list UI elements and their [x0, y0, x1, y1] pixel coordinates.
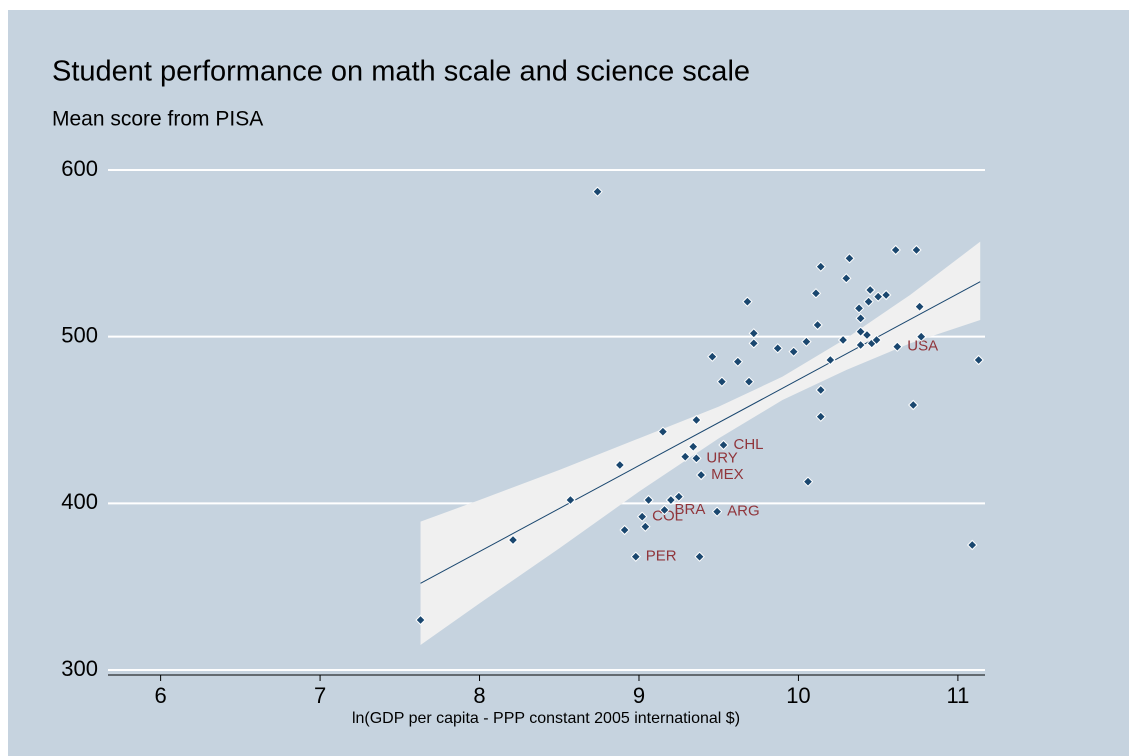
- data-point: [815, 261, 826, 272]
- data-point: [825, 354, 836, 366]
- data-point: [680, 451, 691, 462]
- point-label: ARG: [727, 503, 760, 520]
- data-point: [742, 296, 753, 307]
- data-point: [967, 539, 978, 551]
- data-point: [812, 319, 823, 331]
- data-point: [914, 301, 925, 312]
- data-point: [880, 289, 892, 301]
- data-point: [863, 296, 874, 307]
- x-axis-label: ln(GDP per capita - PPP constant 2005 in…: [352, 710, 740, 727]
- point-label: URY: [706, 449, 737, 466]
- data-point: [691, 414, 702, 426]
- data-point: [640, 521, 651, 532]
- data-point: [592, 186, 603, 197]
- data-point: [665, 494, 677, 506]
- data-point: [837, 334, 849, 346]
- data-point: [565, 494, 576, 506]
- data-point: [841, 273, 852, 284]
- data-point: [815, 411, 826, 422]
- data-point: [861, 329, 873, 341]
- data-point: [743, 376, 755, 387]
- data-point: [687, 441, 699, 452]
- data-point: [890, 244, 901, 256]
- data-point: [855, 339, 866, 351]
- data-point: [772, 343, 783, 354]
- data-point: [801, 336, 812, 347]
- data-point: [630, 551, 642, 562]
- data-point: [853, 303, 865, 314]
- data-point: [844, 253, 855, 264]
- data-point: [657, 426, 669, 437]
- data-point: [871, 334, 882, 346]
- confidence-band: [420, 241, 981, 645]
- data-point: [636, 511, 648, 522]
- x-tick-label: 10: [786, 683, 810, 708]
- data-point: [673, 491, 685, 502]
- data-point: [802, 476, 814, 487]
- chart-subtitle: Mean score from PISA: [52, 108, 263, 131]
- data-point: [908, 399, 919, 411]
- data-point: [732, 356, 744, 367]
- x-tick-label: 11: [946, 683, 969, 708]
- x-tick-label: 6: [154, 683, 166, 708]
- background: [8, 10, 1129, 756]
- data-point: [691, 453, 702, 464]
- data-point: [659, 504, 670, 516]
- data-point: [614, 459, 626, 471]
- data-point: [643, 494, 654, 506]
- chart-title: Student performance on math scale and sc…: [52, 56, 750, 88]
- point-label: COL: [652, 508, 683, 525]
- data-point: [864, 284, 876, 296]
- y-tick-label: 400: [61, 489, 98, 514]
- point-label: MEX: [711, 466, 744, 483]
- point-label: CHL: [733, 436, 763, 453]
- data-point: [748, 328, 759, 339]
- data-point: [415, 614, 426, 626]
- data-point: [707, 351, 718, 362]
- data-point: [973, 354, 984, 366]
- data-point: [916, 331, 927, 342]
- fit-line: [420, 281, 981, 584]
- y-tick-label: 300: [61, 656, 98, 681]
- point-label: USA: [907, 338, 938, 355]
- x-tick-label: 7: [314, 683, 326, 708]
- point-label: PER: [646, 548, 677, 565]
- data-point: [748, 338, 759, 349]
- data-point: [619, 524, 630, 536]
- x-tick-label: 8: [473, 683, 485, 708]
- data-point: [718, 439, 729, 451]
- point-label: BRA: [674, 501, 705, 518]
- data-point: [892, 341, 903, 352]
- data-point: [694, 551, 705, 562]
- data-point: [507, 534, 519, 546]
- data-point: [815, 384, 826, 396]
- y-tick-label: 500: [61, 322, 98, 347]
- data-point: [711, 506, 723, 517]
- data-point: [911, 244, 922, 256]
- data-point: [810, 288, 822, 299]
- data-point: [716, 376, 728, 387]
- data-point: [855, 313, 866, 324]
- data-point: [855, 326, 866, 337]
- data-point: [695, 469, 707, 481]
- x-tick-label: 9: [633, 683, 645, 708]
- y-tick-label: 600: [61, 156, 98, 181]
- data-point: [788, 346, 799, 357]
